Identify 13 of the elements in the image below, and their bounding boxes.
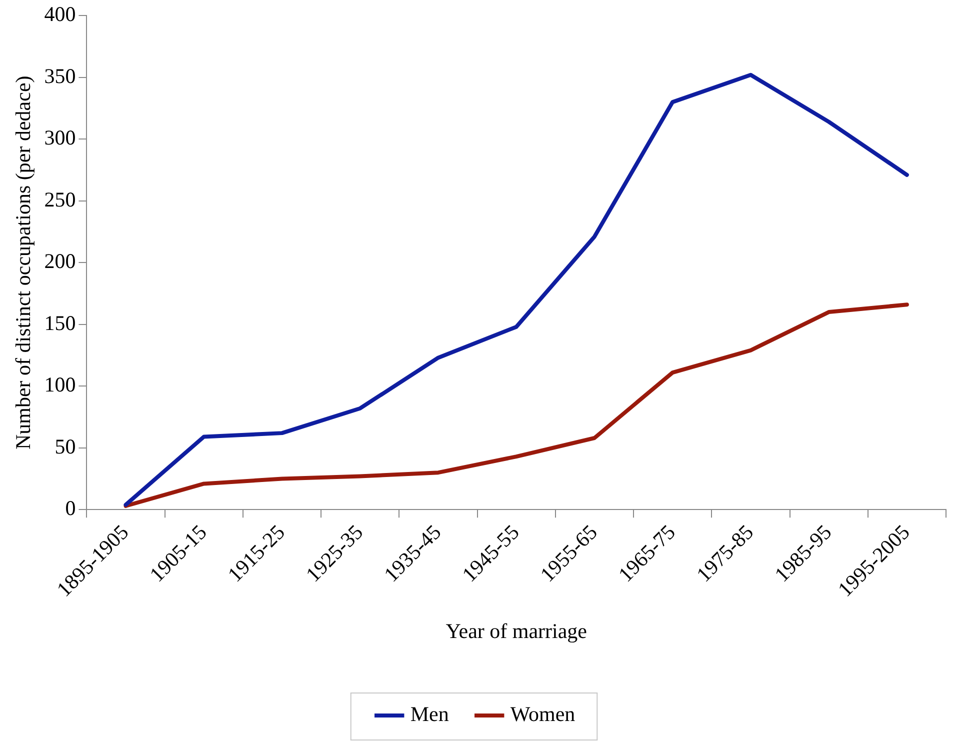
legend-label: Men	[410, 702, 450, 726]
y-tick-label: 150	[44, 310, 76, 335]
y-tick-label: 250	[44, 187, 76, 212]
y-tick-label: 0	[65, 496, 76, 520]
x-axis-title: Year of marriage	[446, 618, 588, 643]
y-tick-label: 50	[54, 434, 76, 458]
y-tick-label: 200	[44, 249, 76, 274]
y-tick-label: 400	[44, 2, 76, 26]
y-tick-label: 300	[44, 126, 76, 150]
y-axis-title: Number of distinct occupations (per dedace)	[11, 76, 36, 450]
y-tick-label: 100	[44, 372, 76, 397]
legend-label: Women	[510, 702, 576, 726]
y-tick-label: 350	[44, 64, 76, 88]
